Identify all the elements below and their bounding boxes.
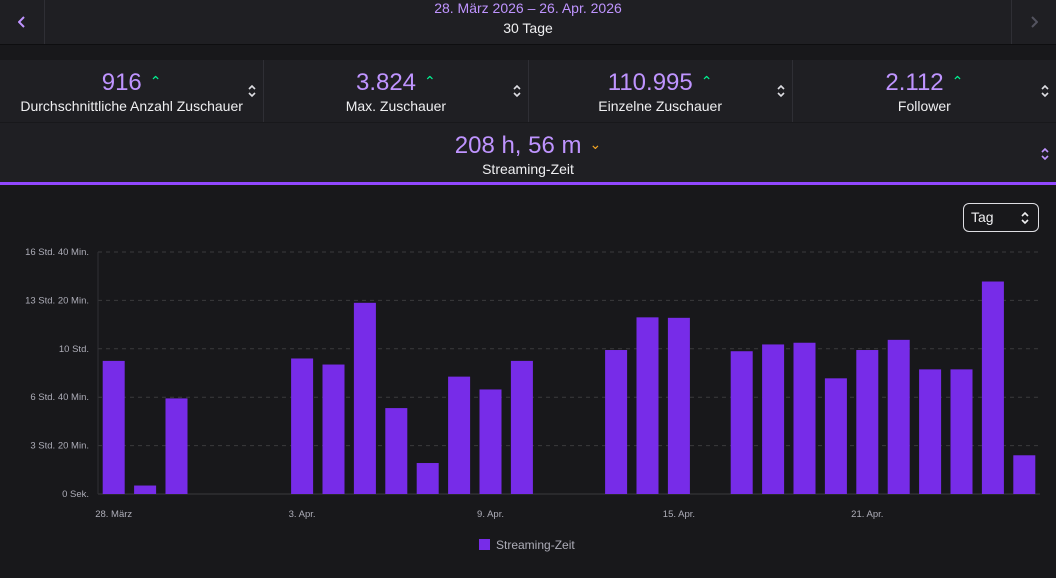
stat-label: Einzelne Zuschauer: [598, 98, 722, 114]
chart-bar[interactable]: [322, 364, 345, 494]
chevron-right-icon: [1031, 16, 1038, 28]
trend-up-icon: ⌃: [424, 73, 436, 89]
chart-bar[interactable]: [291, 358, 314, 494]
y-tick-label: 13 Std. 20 Min.: [25, 295, 89, 306]
trend-up-icon: ⌃: [700, 73, 713, 89]
chevron-left-icon: [18, 16, 25, 28]
date-range-display[interactable]: 28. März 2026 – 26. Apr. 2026 30 Tage: [44, 0, 1012, 44]
stat-value: 110.995: [607, 69, 693, 96]
y-tick-label: 10 Std.: [59, 344, 89, 355]
chart-bar[interactable]: [448, 376, 471, 494]
chart-bar[interactable]: [134, 485, 157, 494]
sort-icon: [1041, 147, 1049, 161]
x-tick-label: 28. März: [95, 509, 132, 520]
chart-bar[interactable]: [165, 398, 188, 494]
date-range-days: 30 Tage: [503, 20, 553, 36]
y-axis-labels: 0 Sek. 3 Std. 20 Min. 6 Std. 40 Min. 10 Std…: [25, 247, 89, 500]
stat-unique-viewers[interactable]: 110.995 ⌃ Einzelne Zuschauer: [529, 60, 793, 122]
chart-bar[interactable]: [102, 360, 125, 494]
chart-bar[interactable]: [1013, 455, 1036, 494]
date-range-bar: 28. März 2026 – 26. Apr. 2026 30 Tage: [0, 0, 1056, 45]
next-period-button[interactable]: [1011, 0, 1056, 44]
y-tick-label: 0 Sek.: [62, 489, 89, 500]
stat-max-viewers[interactable]: 3.824 ⌃ Max. Zuschauer: [264, 60, 529, 122]
y-tick-label: 3 Std. 20 Min.: [30, 441, 89, 452]
chart-bar[interactable]: [793, 342, 816, 494]
chart-bar[interactable]: [919, 369, 942, 494]
chart-bar[interactable]: [479, 389, 502, 494]
chart-bar[interactable]: [353, 302, 376, 494]
stat-label: Max. Zuschauer: [345, 98, 447, 114]
stat-label: Durchschnittliche Anzahl Zuschauer: [20, 98, 243, 114]
y-tick-label: 16 Std. 40 Min.: [25, 247, 89, 258]
chart-bar[interactable]: [510, 360, 533, 494]
stat-value: 916: [101, 69, 142, 96]
stat-value: 2.112: [885, 69, 944, 96]
stat-label: Follower: [897, 98, 951, 114]
x-tick-label: 15. Apr.: [663, 509, 695, 520]
sort-icon: [777, 84, 785, 98]
trend-up-icon: ⌃: [149, 73, 162, 89]
chart-grid: [97, 251, 1040, 495]
trend-up-icon: ⌃: [951, 73, 964, 89]
streaming-time-chart: 0 Sek. 3 Std. 20 Min. 6 Std. 40 Min. 10 Std…: [25, 247, 1040, 552]
stats-row: 916 ⌃ Durchschnittliche Anzahl Zuschauer …: [0, 60, 1056, 122]
chart-bar[interactable]: [950, 369, 973, 494]
sort-icon: [248, 84, 256, 98]
chart-bar[interactable]: [605, 350, 628, 494]
chart-bar[interactable]: [636, 317, 659, 494]
previous-period-button[interactable]: [0, 0, 45, 44]
stat-value: 208 h, 56 m: [454, 132, 582, 159]
chart-bar[interactable]: [762, 344, 785, 494]
chart-bars: [102, 281, 1036, 494]
chart-bar[interactable]: [730, 351, 753, 494]
x-axis-labels: 28. März 3. Apr. 9. Apr. 15. Apr. 21. Apr.: [95, 509, 883, 520]
stat-label: Streaming-Zeit: [482, 161, 574, 177]
stat-followers[interactable]: 2.112 ⌃ Follower: [793, 60, 1056, 122]
granularity-select[interactable]: Tag: [963, 203, 1039, 232]
date-range-text: 28. März 2026 – 26. Apr. 2026: [434, 0, 622, 16]
stat-value: 3.824: [355, 69, 417, 96]
stat-streaming-time[interactable]: 208 h, 56 m ⌄ Streaming-Zeit: [0, 123, 1056, 185]
trend-down-icon: ⌄: [589, 136, 602, 152]
chart-bar[interactable]: [981, 281, 1004, 494]
legend-swatch: [479, 539, 490, 550]
x-tick-label: 21. Apr.: [851, 509, 883, 520]
chart-bar[interactable]: [856, 350, 879, 494]
sort-icon: [1041, 84, 1049, 98]
x-tick-label: 9. Apr.: [477, 509, 504, 520]
chart-bar[interactable]: [667, 317, 690, 494]
chart-legend: Streaming-Zeit: [479, 538, 575, 552]
chart-bar[interactable]: [887, 339, 910, 494]
legend-label: Streaming-Zeit: [496, 538, 575, 552]
chart-bar[interactable]: [824, 378, 847, 494]
granularity-value: Tag: [971, 209, 994, 225]
x-tick-label: 3. Apr.: [289, 509, 316, 520]
chart-bar[interactable]: [416, 463, 439, 494]
sort-icon: [512, 84, 521, 98]
stat-average-viewers[interactable]: 916 ⌃ Durchschnittliche Anzahl Zuschauer: [0, 60, 265, 122]
chevron-up-down-icon: [1021, 211, 1029, 225]
y-tick-label: 6 Std. 40 Min.: [30, 392, 89, 403]
chart-bar[interactable]: [385, 408, 408, 494]
